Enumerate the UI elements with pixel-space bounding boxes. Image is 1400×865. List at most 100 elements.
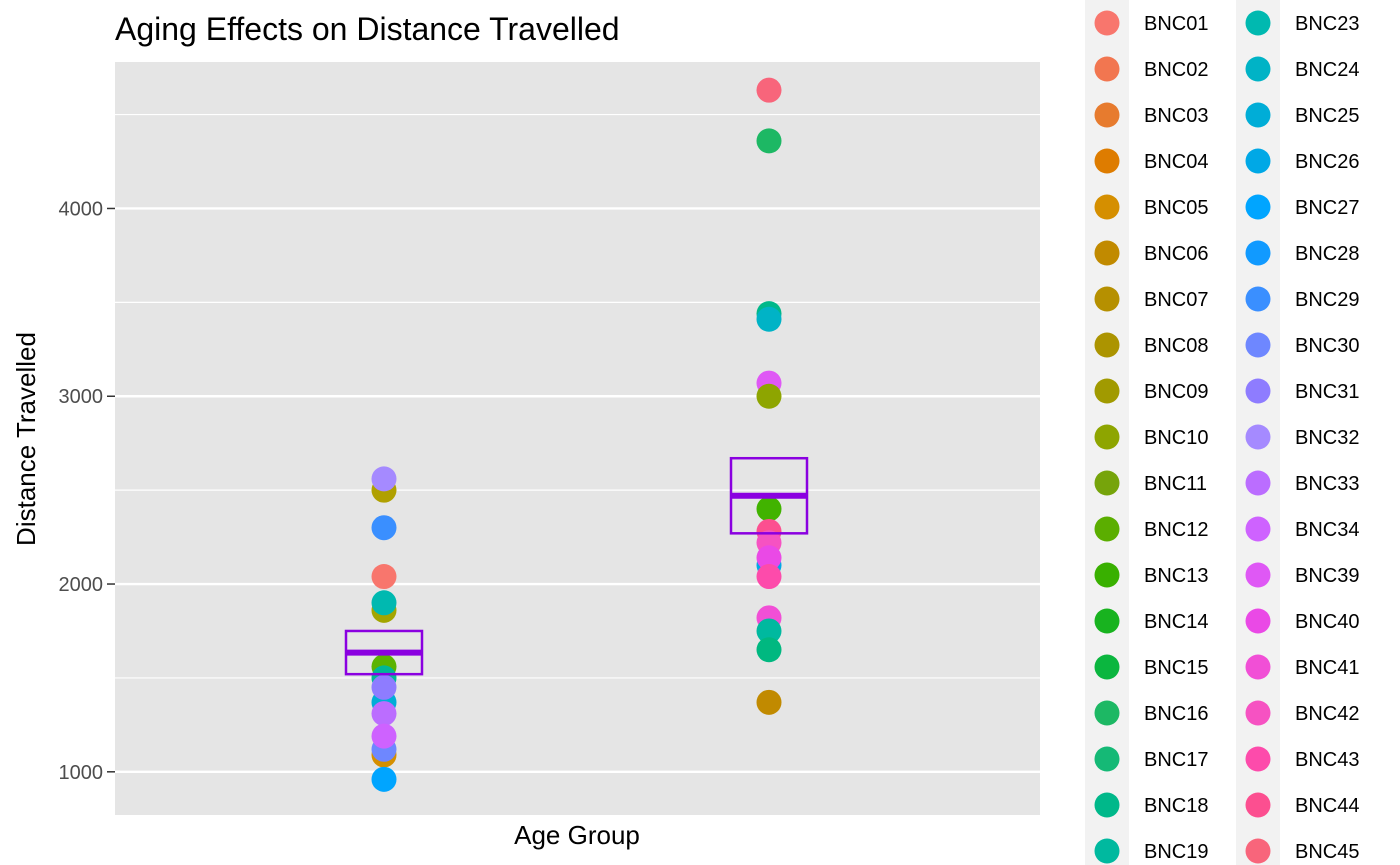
- legend-key-bnc45: [1245, 838, 1271, 864]
- y-tick-label: 2000: [59, 574, 104, 596]
- legend-key-bnc08: [1094, 332, 1120, 358]
- legend-label-bnc25: BNC25: [1295, 105, 1359, 127]
- data-point-bnc19: [756, 618, 782, 644]
- data-point-bnc33: [371, 701, 397, 727]
- legend-key-bnc31: [1245, 378, 1271, 404]
- legend-label-bnc42: BNC42: [1295, 703, 1359, 725]
- legend-label-bnc17: BNC17: [1144, 749, 1208, 771]
- grid-minor-lines: [115, 113, 1040, 679]
- legend-key-bnc32: [1245, 424, 1271, 450]
- data-point-bnc27: [371, 766, 397, 792]
- legend-label-bnc32: BNC32: [1295, 427, 1359, 449]
- legend-key-bnc09: [1094, 378, 1120, 404]
- legend-label-bnc18: BNC18: [1144, 795, 1208, 817]
- legend-key-bnc16: [1094, 700, 1120, 726]
- data-point-bnc29: [371, 515, 397, 541]
- legend-key-bnc39: [1245, 562, 1271, 588]
- legend-key-bnc19: [1094, 838, 1120, 864]
- legend-key-bnc06: [1094, 240, 1120, 266]
- legend: BNC01 BNC02 BNC03 BNC04 BNC05 BNC06 BNC07 BNC08…: [1085, 0, 1359, 865]
- legend-key-bnc42: [1245, 700, 1271, 726]
- legend-label-bnc05: BNC05: [1144, 197, 1208, 219]
- legend-label-bnc31: BNC31: [1295, 381, 1359, 403]
- legend-label-bnc08: BNC08: [1144, 335, 1208, 357]
- legend-key-bnc33: [1245, 470, 1271, 496]
- legend-label-bnc01: BNC01: [1144, 13, 1208, 35]
- plot-panel: [115, 62, 1040, 815]
- grid-major-lines: [115, 207, 1040, 774]
- legend-key-bnc18: [1094, 792, 1120, 818]
- data-point-bnc13: [756, 496, 782, 522]
- data-point-bnc40: [756, 545, 782, 571]
- legend-label-bnc39: BNC39: [1295, 565, 1359, 587]
- legend-label-bnc43: BNC43: [1295, 749, 1359, 771]
- chart-title: Aging Effects on Distance Travelled: [115, 11, 620, 47]
- legend-label-bnc24: BNC24: [1295, 59, 1359, 81]
- legend-label-bnc13: BNC13: [1144, 565, 1208, 587]
- legend-label-bnc29: BNC29: [1295, 289, 1359, 311]
- data-point-bnc23: [371, 590, 397, 616]
- data-point-bnc01: [371, 564, 397, 590]
- legend-key-bnc17: [1094, 746, 1120, 772]
- x-axis-title: Age Group: [514, 820, 640, 850]
- data-point-bnc34: [371, 723, 397, 749]
- data-point-bnc43: [756, 564, 782, 590]
- legend-key-bnc27: [1245, 194, 1271, 220]
- legend-label-bnc03: BNC03: [1144, 105, 1208, 127]
- legend-key-bnc26: [1245, 148, 1271, 174]
- legend-key-bnc04: [1094, 148, 1120, 174]
- legend-key-bnc43: [1245, 746, 1271, 772]
- legend-label-bnc28: BNC28: [1295, 243, 1359, 265]
- legend-key-bnc07: [1094, 286, 1120, 312]
- legend-key-bnc05: [1094, 194, 1120, 220]
- legend-label-bnc06: BNC06: [1144, 243, 1208, 265]
- legend-key-bnc11: [1094, 470, 1120, 496]
- legend-key-bnc02: [1094, 56, 1120, 82]
- y-tick-label: 4000: [59, 198, 104, 220]
- legend-label-bnc15: BNC15: [1144, 657, 1208, 679]
- legend-key-bnc34: [1245, 516, 1271, 542]
- data-point-bnc31: [371, 674, 397, 700]
- legend-label-bnc26: BNC26: [1295, 151, 1359, 173]
- legend-key-bnc30: [1245, 332, 1271, 358]
- data-point-bnc16: [756, 128, 782, 154]
- legend-label-bnc34: BNC34: [1295, 519, 1359, 541]
- data-point-bnc10: [756, 383, 782, 409]
- legend-label-bnc02: BNC02: [1144, 59, 1208, 81]
- legend-label-bnc44: BNC44: [1295, 795, 1359, 817]
- legend-key-bnc15: [1094, 654, 1120, 680]
- legend-key-bnc23: [1245, 10, 1271, 36]
- legend-label-bnc16: BNC16: [1144, 703, 1208, 725]
- legend-key-bnc01: [1094, 10, 1120, 36]
- legend-label-bnc30: BNC30: [1295, 335, 1359, 357]
- legend-key-bnc14: [1094, 608, 1120, 634]
- legend-key-bnc28: [1245, 240, 1271, 266]
- legend-key-bnc12: [1094, 516, 1120, 542]
- legend-key-bnc44: [1245, 792, 1271, 818]
- legend-label-bnc07: BNC07: [1144, 289, 1208, 311]
- data-point-bnc32: [371, 466, 397, 492]
- y-tick-label: 3000: [59, 386, 104, 408]
- data-point-bnc17: [756, 637, 782, 663]
- legend-key-bnc25: [1245, 102, 1271, 128]
- legend-label-bnc27: BNC27: [1295, 197, 1359, 219]
- y-tick-label: 1000: [59, 762, 104, 784]
- legend-label-bnc11: BNC11: [1144, 473, 1207, 495]
- legend-label-bnc40: BNC40: [1295, 611, 1359, 633]
- y-axis-ticks: 1000 2000 3000 4000: [59, 198, 115, 784]
- legend-label-bnc14: BNC14: [1144, 611, 1208, 633]
- legend-label-bnc10: BNC10: [1144, 427, 1208, 449]
- legend-key-bnc24: [1245, 56, 1271, 82]
- legend-key-bnc29: [1245, 286, 1271, 312]
- legend-key-bnc13: [1094, 562, 1120, 588]
- legend-label-bnc09: BNC09: [1144, 381, 1208, 403]
- legend-key-bnc10: [1094, 424, 1120, 450]
- legend-label-bnc23: BNC23: [1295, 13, 1359, 35]
- legend-key-bnc03: [1094, 102, 1120, 128]
- legend-label-bnc41: BNC41: [1295, 657, 1359, 679]
- data-point-bnc06: [756, 689, 782, 715]
- y-axis-title: Distance Travelled: [11, 332, 41, 546]
- data-point-bnc45: [756, 77, 782, 103]
- legend-label-bnc04: BNC04: [1144, 151, 1208, 173]
- mean-bars: [344, 456, 809, 676]
